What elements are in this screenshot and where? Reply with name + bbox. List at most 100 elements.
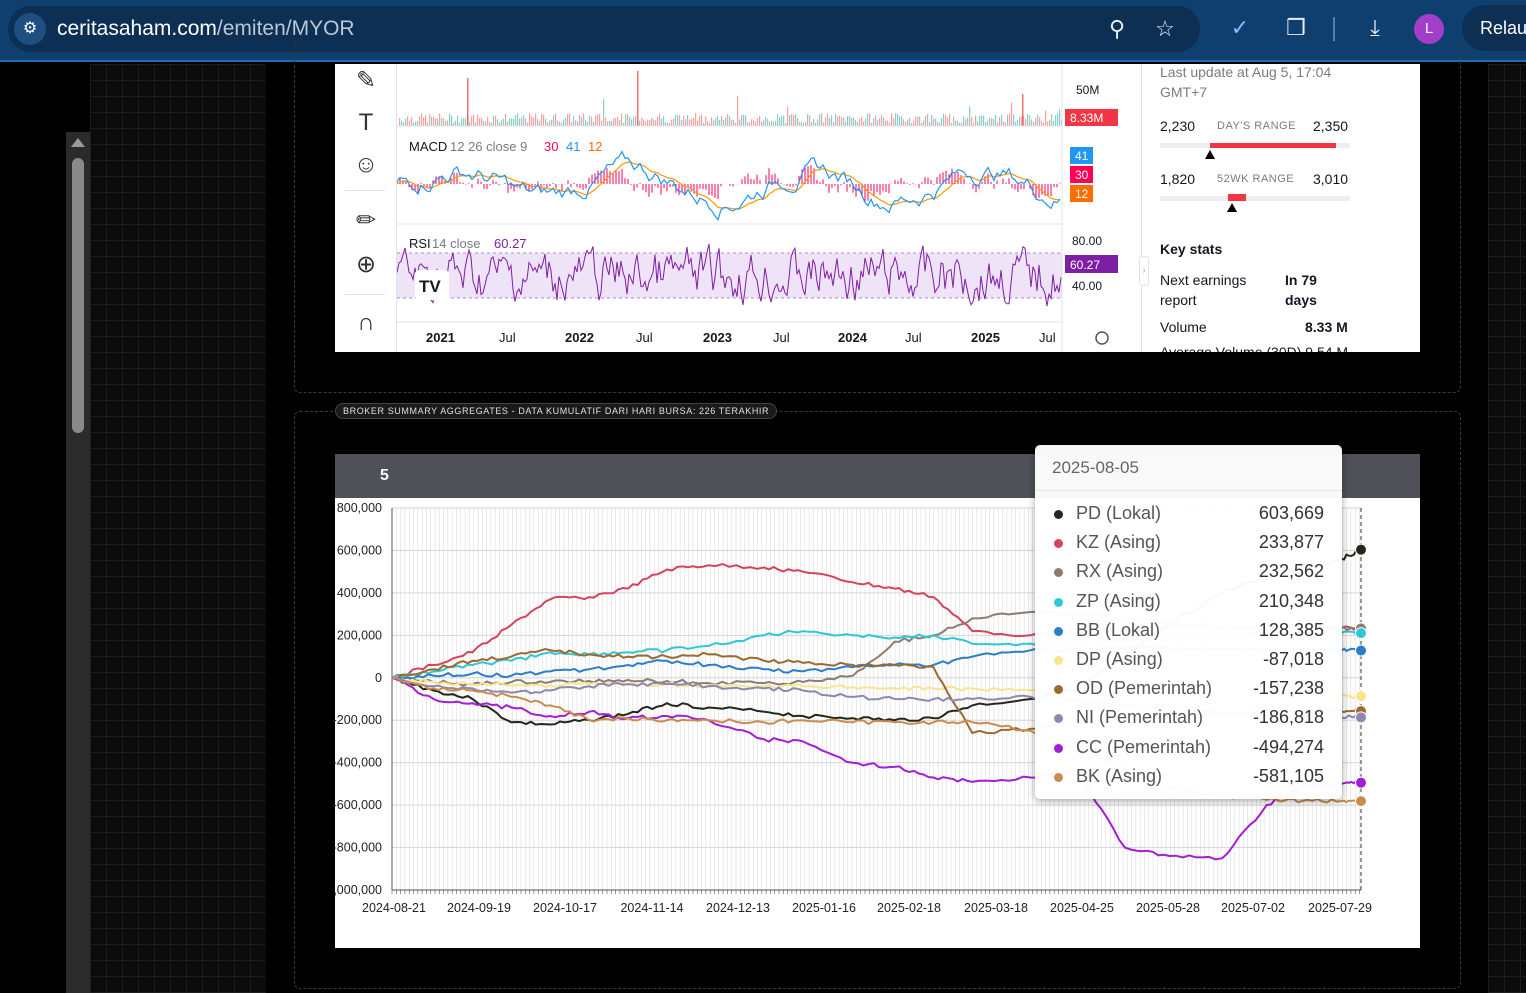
volume-bar [619,119,621,126]
tooltip-row: KZ (Asing) 233,877 [1054,532,1324,554]
volume-bar [489,121,491,126]
volume-bar [1005,122,1007,126]
indicator-panes[interactable]: 50M 8.33M MACD 12 26 close 9 30 41 12 41… [397,64,1141,352]
volume-bar [911,122,913,126]
rsi-upper-tick: 80.00 [1072,234,1102,248]
volume-bar [835,113,837,126]
address-bar[interactable]: ⚙ ceritasaham.com/emiten/MYOR ⚲ ☆ [8,6,1200,52]
volume-bar [929,121,931,126]
zoom-icon[interactable]: ⚲ [1108,16,1126,41]
volume-bar [715,118,717,126]
volume-bar [853,117,855,126]
volume-bar [455,120,457,126]
volume-bar [481,118,483,126]
magnet-icon[interactable]: ∩ [357,309,375,336]
volume-bar [457,115,459,126]
x-axis-labels: 2024-08-21 2024-09-19 2024-10-17 2024-11-14… [362,901,1372,915]
scroll-thumb[interactable] [72,158,84,433]
volume-bar [693,117,695,126]
volume-bar [865,118,867,126]
days-range-high: 2,350 [1313,118,1349,134]
time-label: 2023 [703,330,732,345]
site-settings-icon[interactable]: ⚙ [14,13,46,45]
volume-bar [495,115,497,126]
volume-bar [533,117,535,126]
volume-bar [601,120,603,126]
volume-bar [783,115,785,126]
volume-bar [689,119,691,126]
volume-bar [813,119,815,126]
broker-summary-tag: BROKER SUMMARY AGGREGATES - DATA KUMULAT… [335,403,778,419]
volume-bar [473,114,475,126]
volume-bar [661,118,663,126]
x-tick-label: 2025-07-29 [1308,901,1372,915]
volume-bar [547,122,549,126]
volume-bar [905,121,907,126]
volume-bar [551,119,553,126]
profile-avatar[interactable]: L [1414,14,1444,44]
volume-bar [1017,120,1019,126]
volume-bar [677,115,679,126]
volume-bar [431,116,433,126]
tooltip-row: BB (Lokal) 128,385 [1054,620,1324,642]
time-label: Jul [773,330,790,345]
volume-bar [627,113,629,126]
days-range-label: DAY'S RANGE [1217,120,1296,132]
series-color-dot [1054,597,1063,607]
volume-bar [727,114,729,126]
volume-bar [917,116,919,126]
volume-bar [825,117,827,126]
volume-bar [883,117,885,126]
volume-bar [767,118,769,126]
relaunch-button[interactable]: Relaun [1462,5,1526,51]
brush-icon[interactable]: ✎ [355,67,377,94]
volume-bar [985,122,987,126]
volume-bar [817,119,819,126]
series-color-dot [1054,714,1063,724]
volume-bar [973,122,975,126]
text-icon[interactable]: T [358,109,374,136]
series-endpoint-marker [1355,776,1367,789]
volume-bar [607,121,609,126]
tooltip-row: CC (Pemerintah) -494,274 [1054,737,1324,759]
panel-collapse-icon[interactable]: › [1139,256,1149,286]
star-icon[interactable]: ☆ [1155,16,1175,41]
volume-bar [617,116,619,126]
tooltip-series-value: 210,348 [1258,590,1324,611]
volume-bar [769,121,771,126]
volume-bar [861,116,863,126]
next-earnings-label: Next earnings [1160,272,1247,288]
volume-bar [899,116,901,126]
volume-bar [977,121,979,126]
volume-bar [913,120,915,126]
emoji-icon[interactable]: ☺ [353,151,379,178]
download-icon[interactable]: ⤓ [1370,15,1380,40]
extension-check-icon[interactable]: ✓ [1230,15,1250,40]
url-text[interactable]: ceritasaham.com/emiten/MYOR [57,17,355,41]
page-scrollbar[interactable] [66,132,90,993]
zoom-in-icon[interactable]: ⊕ [355,251,377,278]
volume-bar [717,115,719,126]
tooltip-series-name: NI (Pemerintah) [1076,707,1204,728]
volume-bar [1059,109,1061,126]
axis-settings-icon[interactable] [1095,331,1109,345]
tooltip-row: DP (Asing) -87,018 [1054,649,1324,671]
puzzle-icon[interactable]: ❒ [1286,15,1306,40]
tooltip-series-name: ZP (Asing) [1076,590,1161,611]
tradingview-chart[interactable]: ✎ T ☺ ✏ ⊕ ∩ 50M 8.33M MACD 12 26 close 9… [335,64,1141,352]
x-tick-label: 2025-01-16 [792,901,856,915]
rsi-lower-tick: 40.00 [1072,279,1102,293]
volume-bar [819,114,821,126]
volume-bar [611,120,613,126]
volume-bar [577,121,579,126]
volume-bar [889,122,891,126]
tooltip-row: ZP (Asing) 210,348 [1054,591,1324,613]
volume-bar [951,122,953,126]
time-label: 2022 [565,330,594,345]
volume-bar [667,122,669,126]
scroll-up-icon[interactable] [71,138,85,147]
volume-bar [875,115,877,126]
volume-bar [723,119,725,126]
ruler-icon[interactable]: ✏ [355,207,377,234]
volume-bar [855,120,857,126]
